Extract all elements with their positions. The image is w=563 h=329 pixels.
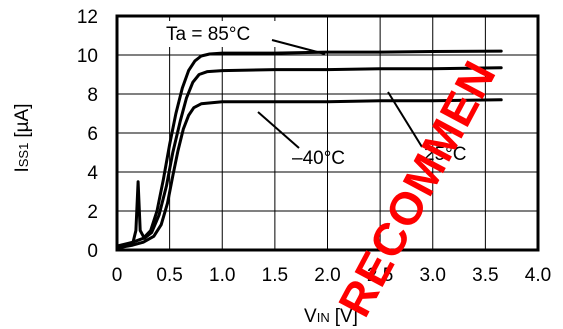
leader-line-85c — [271, 39, 326, 55]
label-bg-85c — [162, 21, 280, 47]
x-tick-label: 2.0 — [314, 265, 340, 286]
x-tick-label: 3.0 — [420, 265, 446, 286]
y-axis-label-sub: SS1 — [16, 143, 31, 168]
series-group — [115, 49, 503, 250]
series-line-2 — [115, 98, 503, 250]
x-tick-labels: 0 0.5 1.0 1.5 2.0 2.5 3.0 3.5 4.0 — [112, 265, 552, 286]
y-tick-label: 10 — [77, 46, 98, 67]
series-label-25c: 25°C — [424, 144, 466, 165]
y-tick-label: 4 — [87, 163, 98, 184]
y-axis-label: ISS1 [µA] — [12, 103, 33, 172]
x-tick-label: 3.5 — [472, 265, 498, 286]
annotations: Ta = 85°C 25°C –40°C — [162, 21, 466, 169]
y-tick-label: 6 — [87, 124, 98, 145]
series-label-85c: Ta = 85°C — [166, 24, 250, 45]
x-axis-label: VIN [V] — [304, 306, 358, 327]
y-tick-label: 0 — [87, 241, 98, 262]
y-axis-label-main: I — [12, 167, 33, 172]
x-tick-label: 1.5 — [262, 265, 288, 286]
series-line-0 — [115, 49, 503, 248]
y-tick-labels: 0 2 4 6 8 10 12 — [77, 7, 99, 262]
y-tick-label: 12 — [77, 7, 98, 28]
plot-frame — [115, 14, 540, 252]
series-label-m40c: –40°C — [292, 148, 345, 169]
y-tick-label: 8 — [87, 85, 98, 106]
x-axis-label-main: V — [304, 306, 317, 327]
leader-line-m40c — [257, 111, 300, 149]
x-tick-label: 0 — [112, 265, 123, 286]
x-axis-label-sub: IN — [317, 310, 330, 325]
x-tick-label: 2.5 — [367, 265, 393, 286]
series-line-1 — [115, 66, 503, 249]
leader-line-25c — [387, 91, 423, 148]
y-axis-label-unit: [µA] — [12, 103, 33, 137]
x-axis-label-unit: [V] — [335, 306, 358, 327]
x-tick-label: 1.0 — [209, 265, 235, 286]
x-tick-label: 4.0 — [525, 265, 551, 286]
x-tick-label: 0.5 — [156, 265, 182, 286]
y-tick-label: 2 — [87, 202, 98, 223]
